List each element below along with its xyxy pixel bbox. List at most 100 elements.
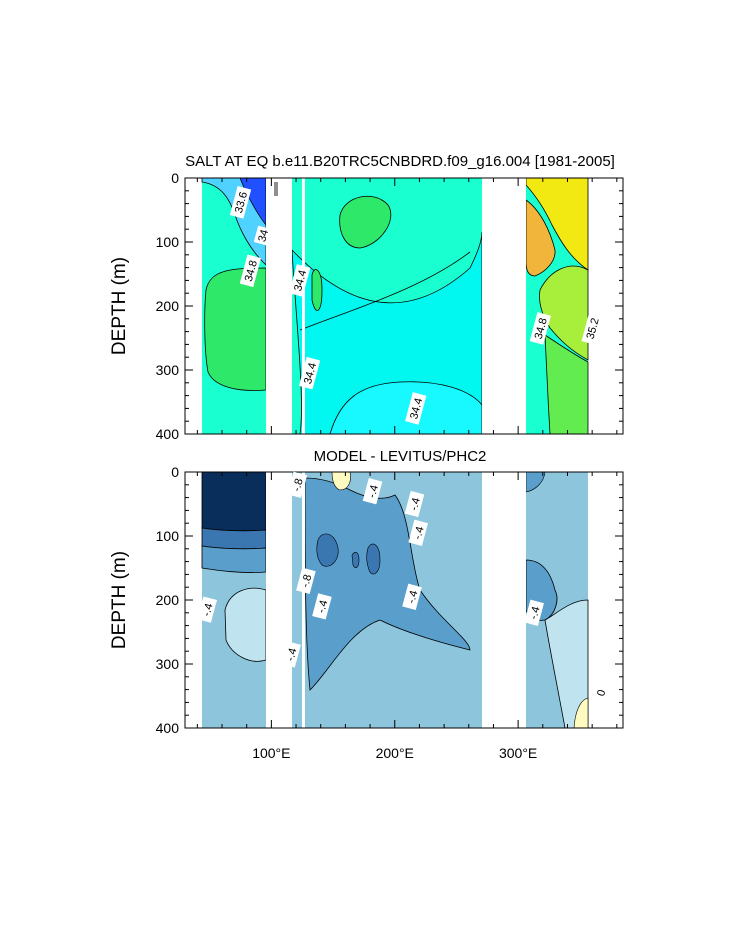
contour-label-bg [404, 490, 425, 518]
y-tick-label: 100 [156, 528, 180, 544]
contour-label-text: -.4 [408, 497, 423, 513]
contour-label-bg [298, 356, 321, 390]
contour-label-text: -.4 [315, 599, 330, 615]
contour-label-bg [529, 312, 551, 345]
top-panel: SALT AT EQ b.e11.B20TRC5CNBDRD.f09_g16.0… [109, 153, 624, 442]
top-panel-title: SALT AT EQ b.e11.B20TRC5CNBDRD.f09_g16.0… [185, 153, 615, 170]
top-axes: 0 100 200 300 400 [156, 170, 623, 442]
contour-label-bg [581, 312, 603, 345]
contour-label: -.8 [296, 567, 316, 594]
contour-label: -.4 [402, 583, 422, 610]
contour-label-text: 34.4 [408, 397, 425, 421]
contour-label-bg [402, 583, 422, 610]
bottom-panel: MODEL - LEVITUS/PHC2 [109, 448, 624, 761]
contour-label-text: -.4 [406, 589, 421, 605]
contour-label-bg [524, 599, 544, 626]
bottom-west-mid [201, 545, 267, 573]
y-tick-label: 300 [156, 362, 180, 378]
contour-label-text: 0 [595, 689, 608, 698]
contour-label: -.4 [408, 519, 428, 546]
top-missing-marker [274, 182, 278, 196]
contour-label-bg [312, 593, 332, 620]
y-tick-label: 400 [156, 720, 180, 736]
bottom-west-darkest [201, 472, 267, 532]
contour-label: -.4 [281, 641, 301, 668]
top-deep-contour [329, 381, 483, 434]
contour-label-text: -.4 [285, 647, 300, 663]
top-contour-band [299, 251, 471, 331]
top-land-gap-east [482, 178, 526, 434]
bottom-ylabel: DEPTH (m) [109, 551, 130, 649]
contour-label: 0 [592, 685, 609, 700]
top-west-saline [204, 267, 267, 391]
contour-label-bg [253, 225, 272, 246]
contour-label: 34.4 [298, 356, 321, 390]
x-tick-label: 100°E [252, 745, 290, 761]
bottom-mid-dark-3 [351, 551, 360, 569]
contour-label-bg [405, 392, 427, 425]
bottom-mid-dark-1 [316, 533, 339, 567]
contour-label: -.4 [312, 593, 332, 620]
x-tick-label: 200°E [376, 745, 414, 761]
top-ylabel: DEPTH (m) [109, 257, 130, 355]
contour-label: -.4 [362, 478, 383, 505]
bottom-field [201, 472, 589, 728]
contour-label-text: -.4 [412, 525, 427, 541]
bottom-contour-labels: -.8 -.4-.4-.4-.8-.4-.4-.4 -.4-.40 [197, 471, 609, 700]
contour-label: 35.2 [581, 312, 603, 345]
top-atlantic-mid [544, 334, 589, 434]
contour-label-text: 34 [256, 228, 271, 243]
y-tick-label: 0 [171, 464, 179, 480]
contour-label-bg [296, 567, 316, 594]
y-tick-label: 0 [171, 170, 179, 186]
top-thin-blob [311, 269, 323, 311]
contour-label-bg [197, 596, 218, 623]
contour-label: 34.8 [239, 254, 262, 288]
y-tick-label: 400 [156, 426, 180, 442]
top-atlantic-green [539, 265, 589, 361]
contour-label: 34.4 [405, 392, 427, 425]
contour-label-bg [229, 186, 252, 219]
y-tick-label: 200 [156, 592, 180, 608]
contour-label-bg [287, 471, 308, 498]
contour-label-text: 34.8 [533, 317, 550, 341]
contour-label-text: 35.2 [585, 317, 602, 341]
contour-label-bg [281, 641, 301, 668]
y-tick-label: 300 [156, 656, 180, 672]
contour-label-bg [239, 254, 262, 288]
contour-label-text: 34.4 [292, 269, 309, 293]
contour-label: 33.6 [229, 186, 252, 219]
contour-label: -.8 [287, 471, 308, 498]
top-subsurface-blob [339, 196, 392, 249]
contour-label-text: -.8 [299, 573, 314, 589]
contour-label-bg [289, 264, 311, 297]
contour-label: 34 [253, 225, 272, 246]
contour-label-text: -.4 [366, 484, 381, 500]
top-land-gap-west [266, 178, 292, 434]
contour-label-bg [408, 519, 428, 546]
contour-label-text: -.8 [291, 477, 306, 493]
top-atlantic-high [525, 178, 589, 271]
bottom-panel-title: MODEL - LEVITUS/PHC2 [314, 448, 487, 465]
contour-label-text: 34.8 [243, 259, 260, 283]
contour-label: 34.4 [289, 264, 311, 297]
top-land-gap-strait [302, 178, 305, 434]
bottom-mid-dark-2 [366, 543, 381, 575]
top-atlantic-max [525, 199, 556, 277]
y-tick-label: 200 [156, 298, 180, 314]
bottom-land-gap-west [266, 472, 292, 728]
contour-label: 34.8 [529, 312, 551, 345]
y-tick-label: 100 [156, 234, 180, 250]
bottom-land-gap-strait [302, 472, 305, 728]
contour-label: -.4 [404, 490, 425, 518]
x-tick-label: 300°E [499, 745, 537, 761]
contour-label-text: -.4 [528, 605, 543, 621]
bottom-east-positive [573, 697, 589, 728]
top-contour-labels: 33.6 34 34.8 34.4 34.4 34.4 34.8 35.2 [229, 186, 603, 425]
contour-label-text: -.4 [201, 602, 216, 618]
bottom-west-dark [201, 527, 267, 550]
bottom-land-gap-east [482, 472, 526, 728]
bottom-axes: 0 100 200 300 400 100°E 200°E 300°E [156, 464, 623, 761]
bottom-surface-positive [331, 472, 351, 491]
